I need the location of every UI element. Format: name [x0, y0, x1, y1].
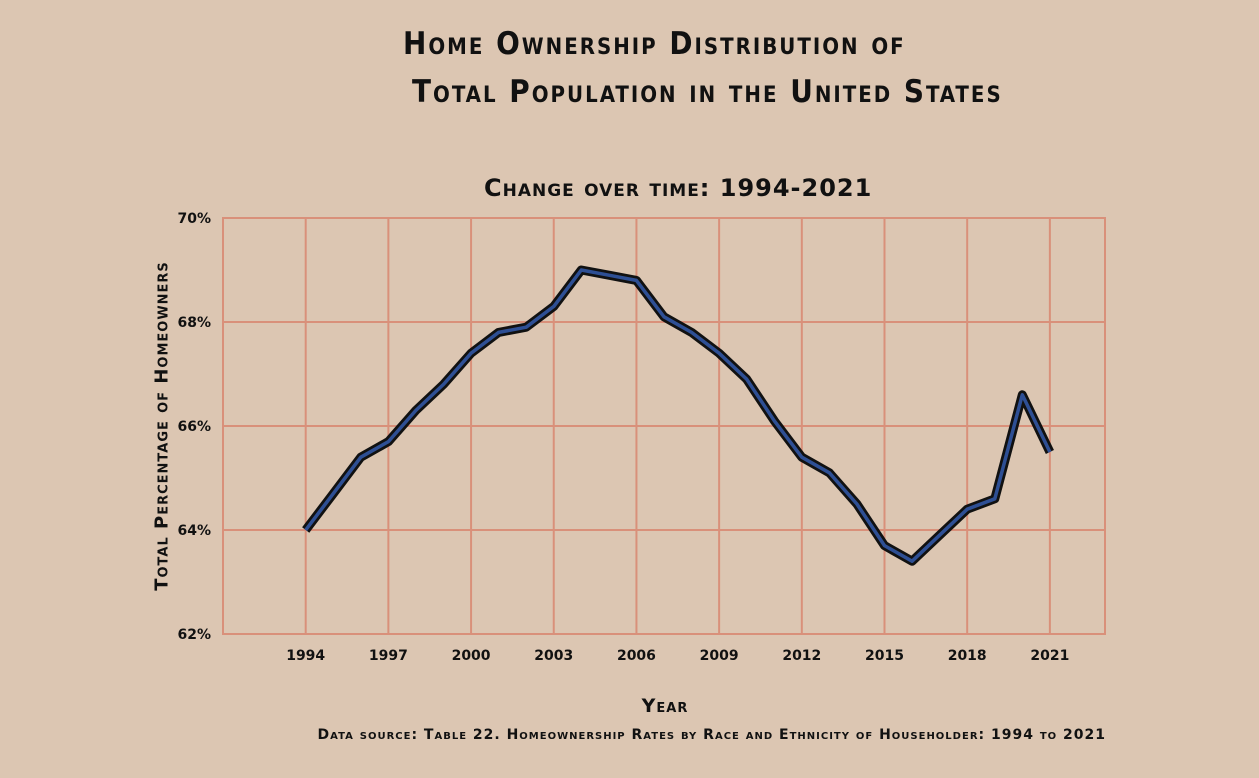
y-tick-label: 70%	[177, 211, 211, 227]
x-tick-label: 1997	[369, 648, 408, 664]
y-tick-label: 66%	[177, 419, 211, 435]
chart-title-line-2: Total Population in the United States	[412, 74, 1003, 110]
x-tick-label: 2006	[617, 648, 656, 664]
grid	[222, 217, 1106, 635]
y-tick-label: 68%	[177, 315, 211, 331]
x-tick-label: 1994	[286, 648, 325, 664]
data-source-note: Data source: Table 22. Homeownership Rat…	[317, 727, 1106, 743]
x-tick-label: 2012	[782, 648, 821, 664]
x-tick-label: 2015	[865, 648, 904, 664]
x-tick-label: 2009	[700, 648, 739, 664]
y-axis-label: Total Percentage of Homeowners	[151, 261, 173, 591]
chart-subtitle: Change over time: 1994-2021	[484, 174, 873, 202]
x-tick-label: 2018	[948, 648, 987, 664]
series-line	[304, 268, 1052, 563]
x-axis-label: Year	[641, 695, 689, 717]
series-lines	[302, 265, 1054, 566]
x-tick-label: 2000	[452, 648, 491, 664]
y-tick-label: 64%	[177, 523, 211, 539]
x-tick-label: 2021	[1030, 648, 1069, 664]
x-tick-label: 2003	[534, 648, 573, 664]
x-axis-ticks: 1994 1997 2000 2003 2006 2009 2012 2015 2018 2021	[286, 648, 1069, 664]
chart-title-line-1: Home Ownership Distribution of	[403, 26, 906, 62]
series-line-outline	[302, 265, 1054, 566]
y-axis-ticks: 62% 64% 66% 68% 70%	[177, 211, 211, 643]
y-tick-label: 62%	[177, 627, 211, 643]
